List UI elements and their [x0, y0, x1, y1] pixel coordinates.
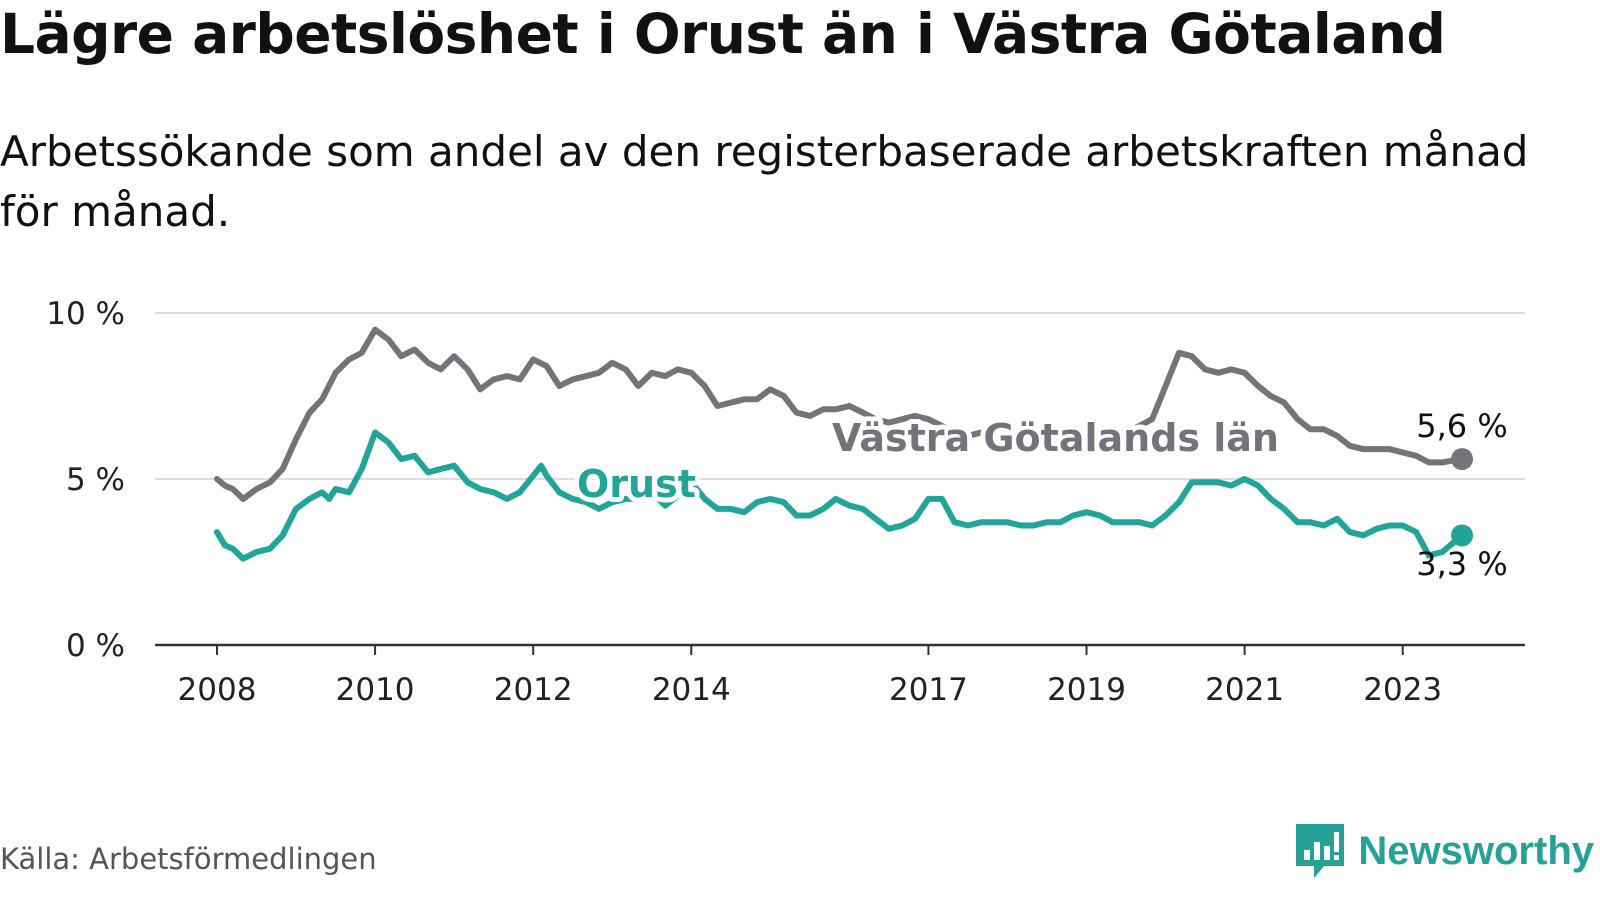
x-tick-label: 2014: [652, 672, 731, 708]
series-label-orust: Orust: [577, 462, 696, 506]
brand-logo: Newsworthy: [1294, 822, 1594, 880]
x-tick-label: 2010: [336, 672, 415, 708]
x-tick-label: 2023: [1363, 672, 1442, 708]
line-chart: 0 %5 %10 % 2008 2010 2012 2014 2017 2019 2021 2…: [46, 296, 1525, 708]
end-point-orust: [1451, 524, 1473, 547]
y-tick-label: 5 %: [66, 462, 125, 498]
series-lines: [214, 326, 1473, 562]
source-note: Källa: Arbetsförmedlingen: [0, 842, 377, 876]
chart-subtitle: Arbetssökande som andel av den registerb…: [0, 127, 1529, 236]
x-axis-ticks: 2008 2010 2012 2014 2017 2019 2021 2023: [178, 645, 1442, 708]
gridlines: [155, 312, 1525, 480]
y-tick-label: 0 %: [66, 628, 125, 664]
brand-name: Newsworthy: [1358, 828, 1594, 873]
series-label-vg: Västra Götalands län: [832, 416, 1279, 460]
series-labels: Västra Götalands län 5,6 % Orust 3,3 %: [572, 407, 1508, 583]
x-tick-label: 2012: [494, 672, 573, 708]
x-tick-label: 2021: [1205, 672, 1284, 708]
y-axis-ticks: 0 % 5 % 10 %: [46, 296, 125, 664]
end-value-label-orust: 3,3 %: [1416, 545, 1507, 583]
end-value-label-vg: 5,6 %: [1416, 407, 1507, 445]
end-point-vg: [1451, 448, 1473, 471]
chart-title: Lägre arbetslöshet i Orust än i Västra G…: [0, 2, 1446, 66]
x-tick-label: 2019: [1047, 672, 1126, 708]
series-line-vg: [214, 326, 1465, 502]
series-line-orust: [214, 429, 1465, 562]
x-tick-label: 2008: [178, 672, 257, 708]
y-tick-label: 10 %: [46, 296, 125, 332]
x-tick-label: 2017: [889, 672, 968, 708]
newsworthy-logo-icon: [1296, 824, 1345, 878]
